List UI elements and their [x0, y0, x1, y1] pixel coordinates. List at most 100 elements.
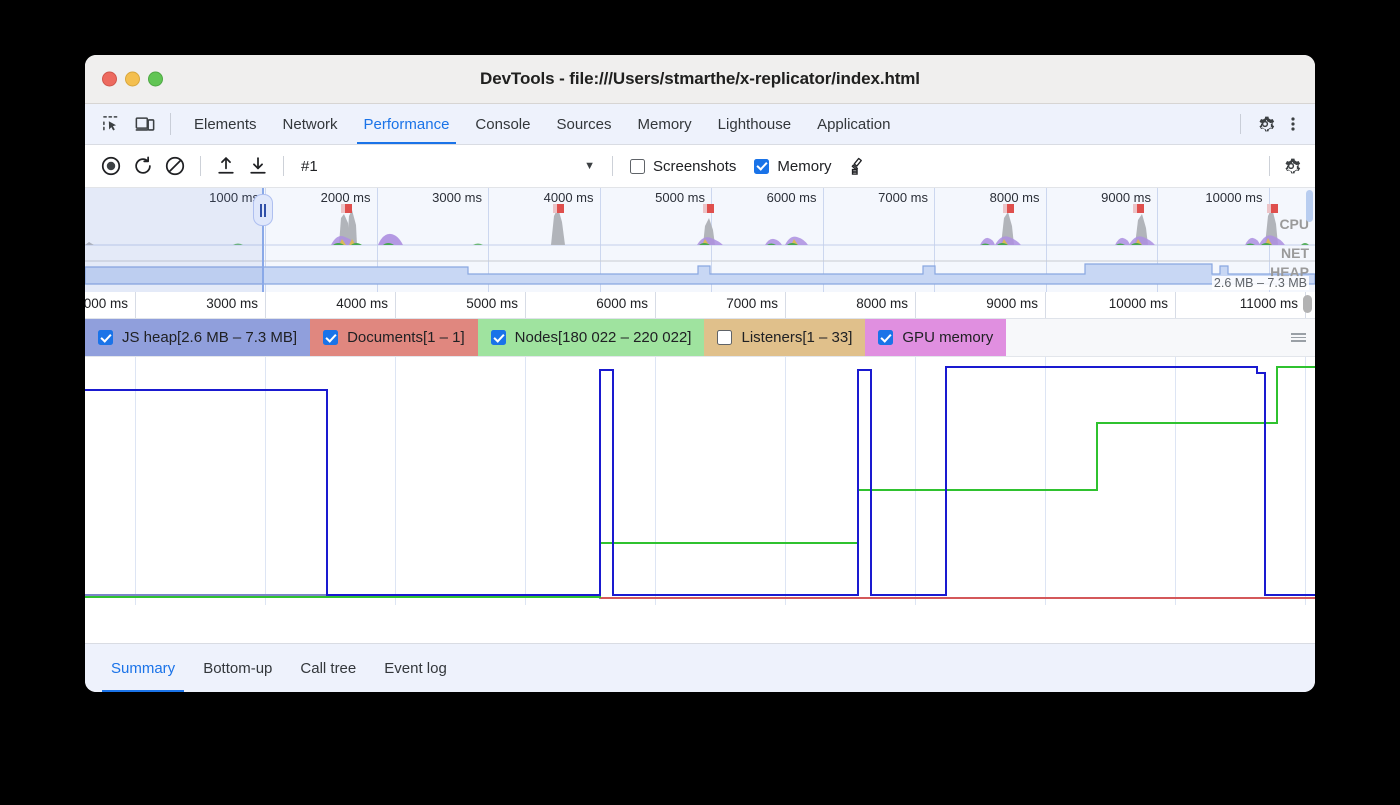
screenshots-checkbox[interactable]: Screenshots	[630, 158, 736, 175]
tab-call-tree[interactable]: Call tree	[286, 644, 370, 692]
overview-tick-label: 4000 ms	[543, 190, 594, 205]
tab-memory[interactable]: Memory	[625, 104, 705, 144]
memory-counters-chart[interactable]	[85, 357, 1315, 605]
overview-window-drag-handle[interactable]	[253, 194, 273, 226]
tab-elements[interactable]: Elements	[181, 104, 270, 144]
export-profile-icon[interactable]	[244, 152, 272, 180]
counter-js-heap[interactable]: JS heap[2.6 MB – 7.3 MB]	[85, 319, 311, 356]
series-js-heap	[85, 366, 1315, 596]
timeline-tick-label: 8000 ms	[856, 296, 908, 311]
overview-tick-label: 8000 ms	[989, 190, 1040, 205]
tab-sources[interactable]: Sources	[543, 104, 624, 144]
screenshots-checkbox-box[interactable]	[630, 158, 645, 174]
clear-icon[interactable]	[161, 152, 189, 180]
counter-documents[interactable]: Documents[1 – 1]	[310, 319, 478, 356]
profile-select-value: #1	[301, 157, 318, 175]
timeline-tick	[1175, 292, 1176, 318]
counter-gpu-memory-label: GPU memory	[902, 329, 994, 346]
timeline-tick	[135, 292, 136, 318]
devtools-panel-tabbar: Elements Network Performance Console Sou…	[85, 104, 1315, 145]
overview-window-left-edge[interactable]	[262, 188, 264, 292]
counter-gpu-memory[interactable]: GPU memory	[865, 319, 1007, 356]
timeline-tick	[525, 292, 526, 318]
import-profile-icon[interactable]	[212, 152, 240, 180]
tab-application-label: Application	[817, 115, 891, 133]
tab-performance-label: Performance	[363, 115, 450, 133]
timeline-tick-label: 5000 ms	[466, 296, 518, 311]
overview-tracks	[85, 204, 1315, 285]
counter-nodes[interactable]: Nodes[180 022 – 220 022]	[477, 319, 705, 356]
counter-js-heap-checkbox[interactable]	[98, 330, 113, 345]
tab-lighthouse[interactable]: Lighthouse	[705, 104, 804, 144]
timeline-tick-label: 4000 ms	[336, 296, 388, 311]
counter-gpu-memory-checkbox[interactable]	[878, 330, 894, 345]
memory-checkbox[interactable]: Memory	[754, 158, 832, 175]
chart-gridline	[1305, 357, 1306, 605]
tab-bottom-up[interactable]: Bottom-up	[189, 644, 286, 692]
counters-menu-icon[interactable]	[1281, 319, 1315, 356]
tab-network[interactable]: Network	[270, 104, 351, 144]
chart-gridline	[525, 357, 526, 605]
timeline-tick	[395, 292, 396, 318]
panel-tabbar-right	[1238, 104, 1315, 144]
timeline-tick	[1045, 292, 1046, 318]
legend-spacer	[1006, 319, 1281, 356]
chart-gridline	[135, 357, 136, 605]
counter-documents-label: Documents[1 – 1]	[347, 329, 465, 346]
tab-bottom-up-label: Bottom-up	[203, 659, 273, 677]
window-controls[interactable]	[102, 71, 163, 87]
capture-settings-gear-icon[interactable]	[1277, 152, 1305, 180]
close-window-button[interactable]	[102, 71, 117, 87]
memory-checkbox-box[interactable]	[754, 158, 770, 174]
counter-listeners-checkbox[interactable]	[717, 330, 733, 345]
toolbar-separator-4	[1269, 156, 1270, 176]
overview-tick-label: 1000 ms	[209, 190, 259, 205]
chart-gridline	[915, 357, 916, 605]
window-title: DevTools - file:///Users/stmarthe/x-repl…	[480, 69, 920, 88]
record-icon[interactable]	[97, 152, 125, 180]
tab-application[interactable]: Application	[804, 104, 903, 144]
overview-tick-label: 5000 ms	[655, 190, 705, 205]
timeline-tick	[785, 292, 786, 318]
maximize-window-button[interactable]	[148, 71, 163, 87]
timeline-tick-label: 10000 ms	[1108, 296, 1168, 311]
tab-summary[interactable]: Summary	[97, 644, 189, 692]
tab-performance[interactable]: Performance	[351, 104, 463, 144]
tab-console[interactable]: Console	[462, 104, 543, 144]
counter-documents-checkbox[interactable]	[323, 330, 339, 345]
chart-gridline	[655, 357, 656, 605]
inspect-element-icon[interactable]	[99, 112, 123, 136]
counter-listeners[interactable]: Listeners[1 – 33]	[704, 319, 866, 356]
counter-nodes-checkbox[interactable]	[490, 330, 506, 345]
toolbar-separator-2	[283, 156, 284, 176]
overview-tick-label: 10000 ms	[1205, 190, 1263, 205]
timeline-overview[interactable]: 1000 ms 2000 ms 3000 ms 4000 ms 5000 ms 6000 …	[85, 188, 1315, 292]
device-toolbar-icon[interactable]	[133, 112, 157, 136]
tab-call-tree-label: Call tree	[300, 659, 357, 677]
counter-lines	[85, 366, 1315, 599]
tab-sources-label: Sources	[556, 115, 612, 133]
more-options-icon[interactable]	[1281, 112, 1305, 136]
timeline-scrollbar-thumb[interactable]	[1303, 295, 1312, 313]
overview-tick-label: 7000 ms	[878, 190, 928, 205]
overview-tick-label: 2000 ms	[320, 190, 371, 205]
tabbar-right-divider	[1240, 114, 1241, 134]
profile-select[interactable]: #1 ▼	[295, 153, 601, 179]
tab-network-label: Network	[282, 115, 338, 133]
timeline-tick-label: 6000 ms	[596, 296, 648, 311]
reload-and-record-icon[interactable]	[129, 152, 157, 180]
timeline-tick-label: 2000 ms	[85, 296, 128, 311]
timeline-tick-label: 3000 ms	[206, 296, 258, 311]
tab-event-log-label: Event log	[384, 659, 447, 677]
collect-garbage-icon[interactable]	[844, 152, 872, 180]
timeline-tick-label: 9000 ms	[986, 296, 1038, 311]
minimize-window-button[interactable]	[125, 71, 140, 87]
long-task-markers	[341, 204, 1278, 213]
overview-right-resize-handle[interactable]	[1306, 190, 1313, 222]
tab-event-log[interactable]: Event log	[370, 644, 461, 692]
timeline-tick	[915, 292, 916, 318]
overview-tick	[488, 188, 489, 292]
overview-tick	[265, 188, 266, 292]
settings-gear-icon[interactable]	[1253, 112, 1277, 136]
